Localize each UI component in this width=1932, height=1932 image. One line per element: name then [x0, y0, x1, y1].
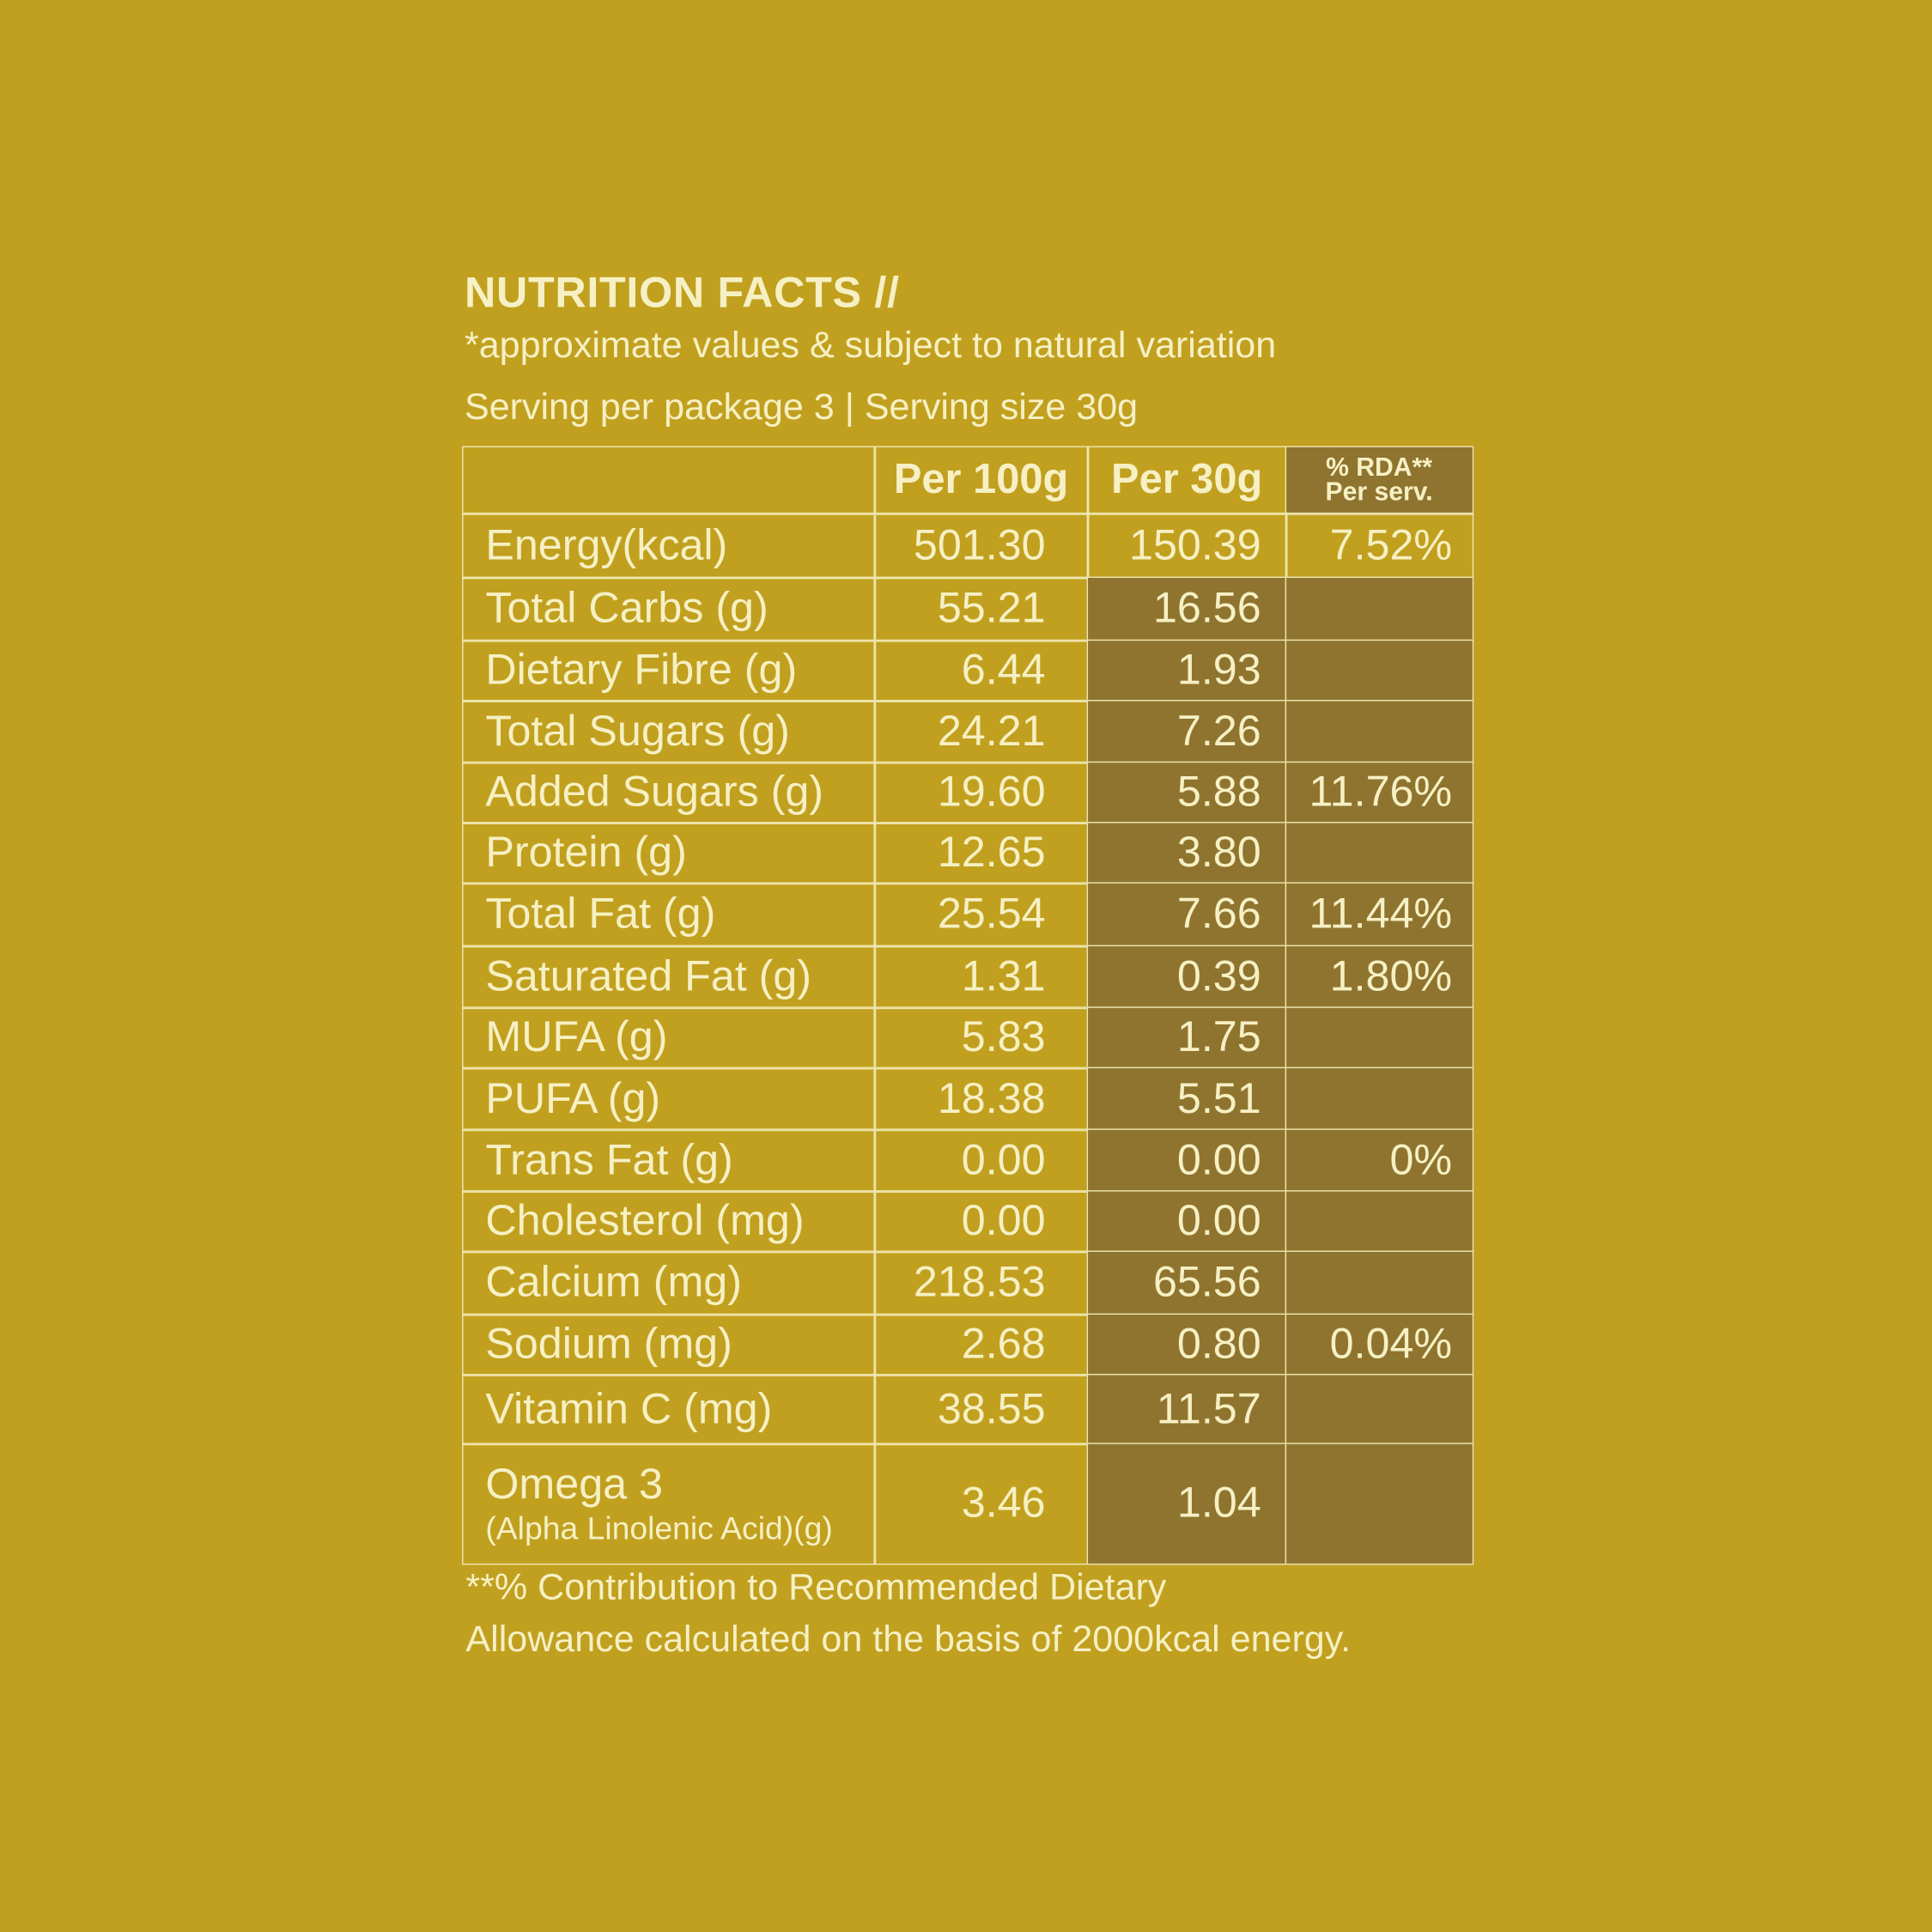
table-cell: [1285, 1373, 1473, 1445]
table-cell: 0.39: [1086, 945, 1287, 1009]
table-cell: Trans Fat (g): [462, 1128, 876, 1193]
table-cell: PUFA (g): [462, 1066, 876, 1131]
table-cell: Added Sugars (g): [462, 761, 876, 824]
table-cell: Calcium (mg): [462, 1250, 876, 1315]
table-cell: Protein (g): [462, 822, 876, 884]
table-cell: 12.65: [873, 822, 1089, 884]
table-cell: [1285, 1006, 1473, 1069]
table-cell: [462, 446, 876, 515]
table-cell: [1285, 576, 1473, 641]
table-cell: 2.68: [873, 1313, 1089, 1376]
table-cell: 1.04: [1086, 1443, 1287, 1564]
table-cell: [1285, 1190, 1473, 1253]
table-cell: 11.57: [1086, 1373, 1287, 1445]
table-cell: 0.80: [1086, 1313, 1287, 1376]
table-cell: Total Sugars (g): [462, 700, 876, 763]
table-cell: Sodium (mg): [462, 1313, 876, 1376]
table-cell: MUFA (g): [462, 1006, 876, 1069]
table-cell: 218.53: [873, 1250, 1089, 1315]
table-cell: 38.55: [873, 1373, 1089, 1445]
footnote: **% Contribution to Recommended Dietary: [465, 1567, 1167, 1608]
footnote: Allowance calculated on the basis of 200…: [465, 1619, 1352, 1660]
table-cell: 0.00: [1086, 1128, 1287, 1193]
table-cell: Omega 3 (Alpha Linolenic Acid)(g): [462, 1443, 876, 1564]
table-cell: Cholesterol (mg): [462, 1190, 876, 1253]
table-cell: 7.26: [1086, 700, 1287, 763]
table-cell: [1285, 1066, 1473, 1131]
table-cell: Per 30g: [1086, 446, 1287, 515]
table-cell: 1.80%: [1285, 945, 1473, 1009]
table-cell: 11.76%: [1285, 761, 1473, 824]
table-cell: Saturated Fat (g): [462, 945, 876, 1009]
table-cell: 24.21: [873, 700, 1089, 763]
table-cell: 0.00: [873, 1128, 1089, 1193]
table-cell: [1285, 639, 1473, 702]
table-cell: 5.83: [873, 1006, 1089, 1069]
table-cell: 5.88: [1086, 761, 1287, 824]
table-cell: 0.00: [1086, 1190, 1287, 1253]
table-cell: [1285, 1443, 1473, 1564]
table-cell: Dietary Fibre (g): [462, 639, 876, 702]
label-line: (Alpha Linolenic Acid)(g): [485, 1510, 833, 1547]
table-cell: [1285, 1250, 1473, 1315]
table-cell: 1.31: [873, 945, 1089, 1009]
table-cell: 7.66: [1086, 882, 1287, 947]
table-cell: 0.00: [873, 1190, 1089, 1253]
table-cell: 150.39: [1086, 512, 1287, 579]
table-cell: 1.93: [1086, 639, 1287, 702]
table-cell: 3.46: [873, 1443, 1089, 1564]
table-cell: 18.38: [873, 1066, 1089, 1131]
table-cell: 5.51: [1086, 1066, 1287, 1131]
table-cell: Total Carbs (g): [462, 576, 876, 641]
label-text: Omega 3 (Alpha Linolenic Acid)(g): [485, 1461, 832, 1546]
table-cell: 0%: [1285, 1128, 1473, 1193]
table-cell: 6.44: [873, 639, 1089, 702]
table-cell: 0.04%: [1285, 1313, 1473, 1376]
table-cell: [1285, 700, 1473, 763]
header-text: % RDA** Per serv.: [1325, 453, 1433, 507]
table-cell: 55.21: [873, 576, 1089, 641]
table-cell: 7.52%: [1285, 512, 1473, 579]
table-cell: % RDA** Per serv.: [1285, 446, 1473, 515]
table-cell: 501.30: [873, 512, 1089, 579]
table-cell: 11.44%: [1285, 882, 1473, 947]
table-cell: Per 100g: [873, 446, 1089, 515]
table-cell: 25.54: [873, 882, 1089, 947]
table-cell: 3.80: [1086, 822, 1287, 884]
table-cell: [1285, 822, 1473, 884]
serving-info: Serving per package 3 | Serving size 30g: [464, 386, 1139, 428]
table-cell: Energy(kcal): [462, 512, 876, 579]
table-cell: 16.56: [1086, 576, 1287, 641]
subtitle: *approximate values & subject to natural…: [464, 325, 1277, 367]
table-cell: Vitamin C (mg): [462, 1373, 876, 1445]
header-line: % RDA**: [1326, 453, 1433, 482]
table-cell: 65.56: [1086, 1250, 1287, 1315]
header-line: Per serv.: [1325, 477, 1433, 507]
table-cell: 19.60: [873, 761, 1089, 824]
table-cell: Total Fat (g): [462, 882, 876, 947]
title: NUTRITION FACTS //: [464, 268, 900, 317]
table-cell: 1.75: [1086, 1006, 1287, 1069]
label-line: Omega 3: [485, 1460, 663, 1509]
